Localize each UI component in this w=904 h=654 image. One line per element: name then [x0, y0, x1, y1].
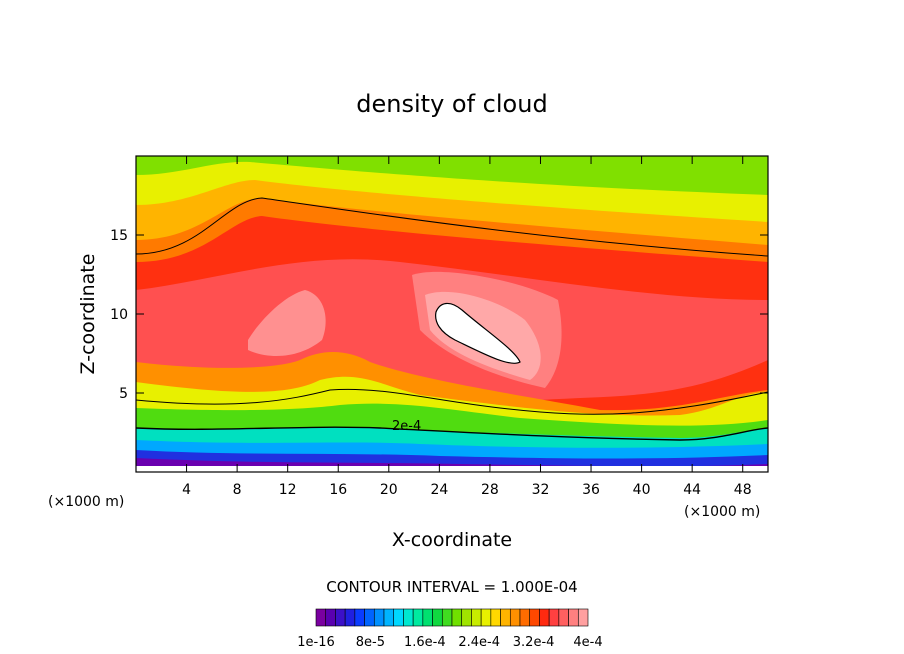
x-unit-right: (×1000 m) [684, 504, 760, 520]
contour-interval-text: CONTOUR INTERVAL = 1.000E-04 [326, 578, 577, 596]
colorbar-swatch [519, 608, 531, 627]
colorbar [315, 608, 589, 627]
colorbar-swatch [548, 608, 560, 627]
y-tick-label: 5 [119, 386, 128, 402]
colorbar-swatch [344, 608, 356, 627]
x-tick-label: 40 [633, 482, 651, 498]
colorbar-swatch [568, 608, 579, 627]
x-axis-label: X-coordinate [392, 529, 512, 551]
x-tick-label: 44 [683, 482, 701, 498]
colorbar-swatch [422, 608, 433, 627]
colorbar-swatch [451, 608, 463, 627]
x-tick-label: 8 [233, 482, 242, 498]
colorbar-swatch [325, 608, 336, 627]
field-white-core [435, 302, 521, 364]
contour-line-mid [136, 388, 768, 415]
y-tick-label: 10 [110, 307, 128, 323]
colorbar-swatch [315, 608, 327, 627]
colorbar-swatch [373, 608, 385, 627]
colorbar-swatch [364, 608, 375, 627]
x-tick-label: 12 [279, 482, 297, 498]
colorbar-swatch [441, 608, 453, 627]
colorbar-label: 3.2e-4 [513, 635, 555, 650]
x-tick-label: 36 [582, 482, 600, 498]
x-tick-label: 32 [532, 482, 550, 498]
colorbar-swatch [509, 608, 521, 627]
colorbar-swatch [539, 608, 550, 627]
chart-title: density of cloud [356, 90, 547, 118]
colorbar-swatch [335, 608, 346, 627]
colorbar-swatch [432, 608, 443, 627]
contour-line-lower [136, 426, 768, 441]
colorbar-swatch [480, 608, 492, 627]
contour-line-upper [136, 197, 768, 257]
x-unit-left: (×1000 m) [48, 494, 124, 510]
colorbar-labels: 1e-16 8e-5 1.6e-4 2.4e-4 3.2e-4 4e-4 [297, 635, 602, 650]
y-axis-label: Z-coordinate [77, 254, 99, 375]
colorbar-swatch [558, 608, 569, 627]
colorbar-swatch [529, 608, 540, 627]
colorbar-swatch [403, 608, 414, 627]
colorbar-label: 1e-16 [297, 635, 335, 650]
colorbar-swatch [354, 608, 365, 627]
y-tick-label: 15 [110, 228, 128, 244]
field-bottom-white [136, 466, 768, 472]
colorbar-label: 4e-4 [573, 635, 602, 650]
density-field: 2e-4 [136, 156, 768, 472]
x-tick-label: 20 [380, 482, 398, 498]
y-axis: 5 10 15 [110, 228, 768, 402]
contour-label: 2e-4 [392, 419, 421, 434]
colorbar-swatch [461, 608, 472, 627]
colorbar-swatch [471, 608, 482, 627]
colorbar-label: 8e-5 [356, 635, 385, 650]
colorbar-label: 2.4e-4 [458, 635, 500, 650]
colorbar-label: 1.6e-4 [404, 635, 446, 650]
x-axis: 4 8 12 16 20 24 28 32 36 40 44 48 [182, 156, 752, 498]
colorbar-swatch [383, 608, 395, 627]
colorbar-swatch [500, 608, 511, 627]
colorbar-swatch [412, 608, 424, 627]
x-tick-label: 24 [430, 482, 448, 498]
x-tick-label: 16 [329, 482, 347, 498]
colorbar-swatch [490, 608, 501, 627]
x-tick-label: 28 [481, 482, 499, 498]
colorbar-swatch [393, 608, 404, 627]
x-tick-label: 4 [182, 482, 191, 498]
colorbar-swatch [577, 608, 589, 627]
x-tick-label: 48 [734, 482, 752, 498]
field-pink-left-lobe [248, 290, 326, 356]
